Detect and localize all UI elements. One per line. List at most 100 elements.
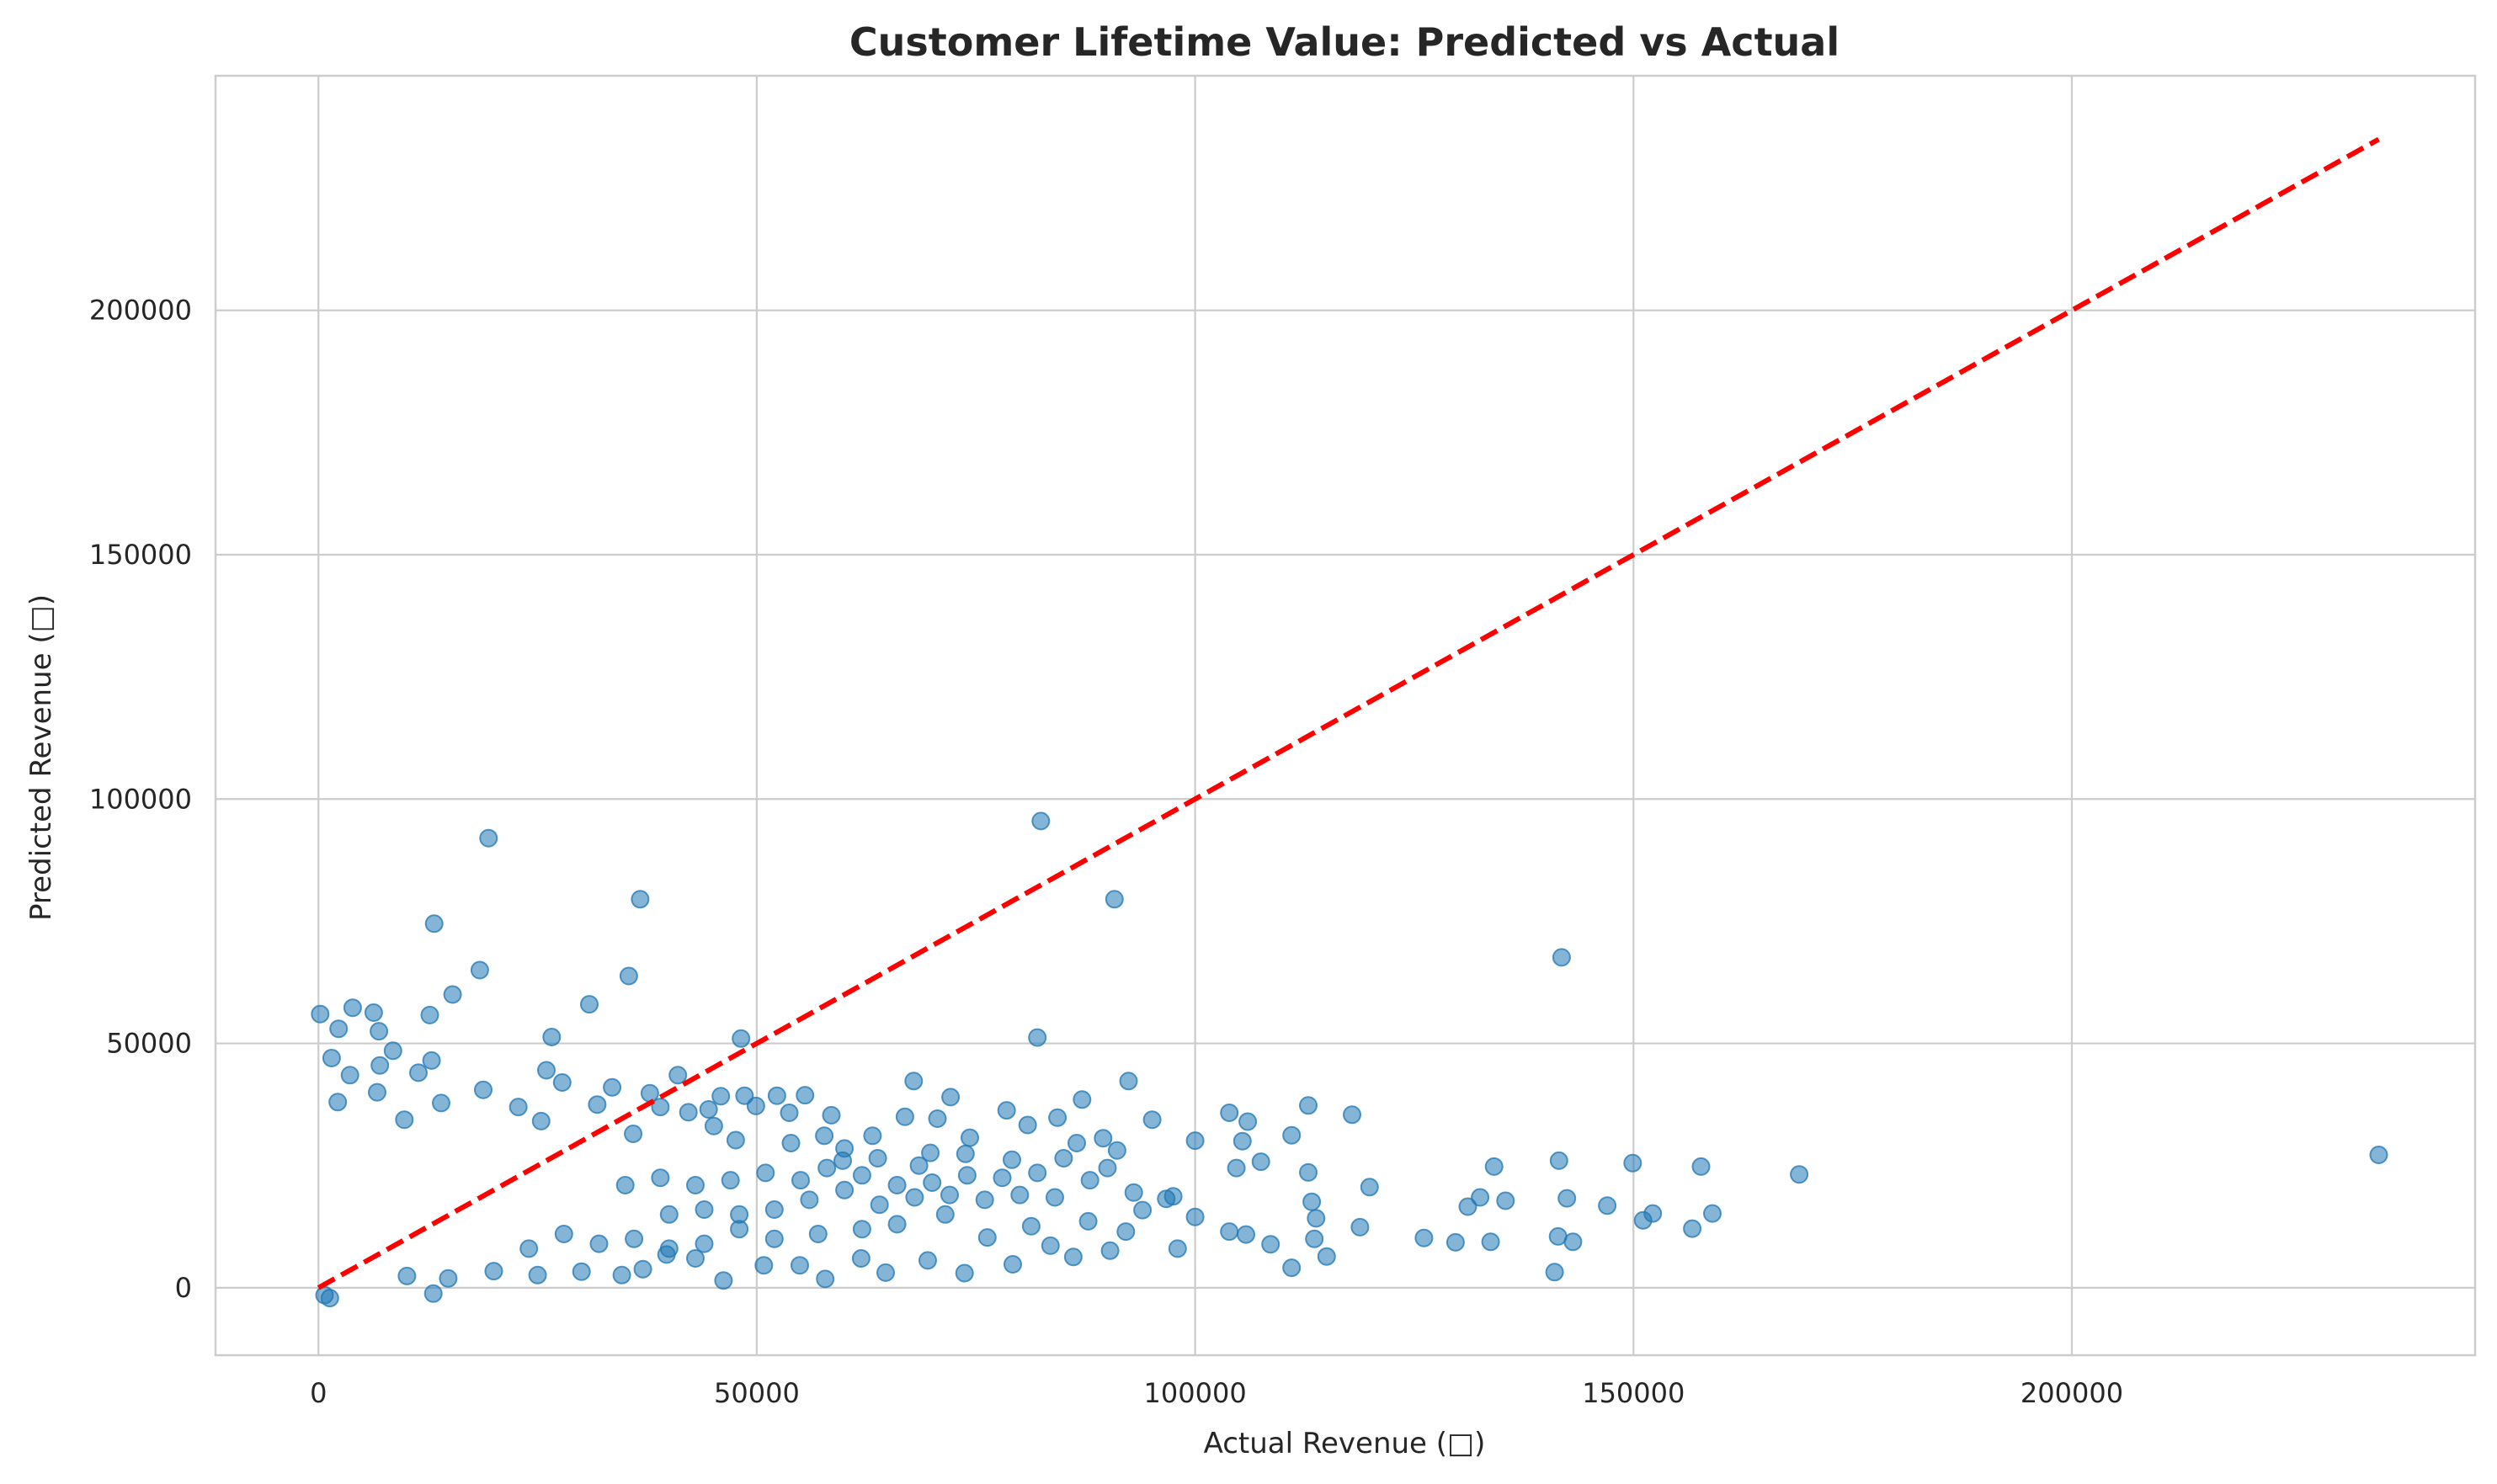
scatter-point <box>993 1168 1012 1188</box>
scatter-point <box>1067 1134 1086 1152</box>
scatter-point <box>796 1086 815 1105</box>
scatter-point <box>619 966 638 986</box>
scatter-point <box>726 1130 745 1150</box>
scatter-point <box>1124 1183 1143 1202</box>
scatter-point <box>868 1149 887 1168</box>
x-tick-label: 150000 <box>1582 1377 1685 1409</box>
scatter-point <box>1220 1222 1239 1242</box>
scatter-point <box>1028 1028 1047 1047</box>
scatter-point <box>659 1205 679 1224</box>
scatter-point <box>1078 1211 1098 1231</box>
scatter-point <box>409 1063 428 1082</box>
scatter-point <box>957 1166 977 1185</box>
scatter-point <box>815 1126 834 1146</box>
chart-title: Customer Lifetime Value: Predicted vs Ac… <box>849 19 1839 65</box>
scatter-point <box>876 1263 895 1282</box>
scatter-point <box>730 1205 749 1224</box>
x-tick-label: 0 <box>310 1377 327 1409</box>
scatter-point <box>1004 1255 1022 1274</box>
scatter-point <box>851 1249 870 1268</box>
scatter-point <box>1046 1188 1064 1207</box>
scatter-point <box>508 1098 528 1117</box>
scatter-point <box>1299 1096 1318 1115</box>
scatter-point <box>537 1061 556 1080</box>
scatter-point <box>322 1049 341 1067</box>
scatter-point <box>420 1005 439 1024</box>
scatter-point <box>651 1098 670 1117</box>
scatter-point <box>1633 1210 1653 1230</box>
scatter-point <box>1031 811 1051 831</box>
scatter-point <box>1317 1247 1336 1266</box>
scatter-point <box>905 1188 924 1207</box>
scatter-point <box>1238 1112 1258 1131</box>
scatter-point <box>1233 1131 1252 1151</box>
scatter-point <box>1142 1110 1162 1130</box>
scatter-point <box>328 1093 348 1112</box>
scatter-point <box>791 1171 810 1190</box>
scatter-point <box>1471 1188 1490 1207</box>
scatter-point <box>997 1101 1016 1120</box>
scatter-point <box>754 1256 774 1275</box>
scatter-point <box>633 1259 652 1279</box>
scatter-point <box>1080 1171 1099 1190</box>
scatter-point <box>1041 1236 1060 1255</box>
scatter-point <box>1496 1191 1515 1210</box>
reference-line <box>317 136 2380 1290</box>
x-tick-label: 50000 <box>714 1377 800 1409</box>
scatter-point <box>479 828 498 848</box>
scatter-point <box>1414 1228 1434 1247</box>
scatter-point <box>1168 1239 1187 1258</box>
scatter-point <box>935 1205 955 1224</box>
scatter-point <box>686 1249 705 1268</box>
scatter-point <box>1307 1209 1326 1228</box>
scatter-point <box>918 1251 937 1270</box>
scatter-point <box>320 1289 339 1308</box>
scatter-point <box>580 995 599 1014</box>
scatter-point <box>909 1156 929 1175</box>
scatter-point <box>1107 1141 1126 1160</box>
scatter-point <box>1261 1235 1280 1254</box>
scatter-point <box>631 890 650 909</box>
scatter-point <box>1010 1185 1030 1205</box>
scatter-point <box>528 1265 547 1285</box>
scatter-point <box>1073 1090 1092 1109</box>
scatter-point <box>863 1126 882 1146</box>
scatter-point <box>1116 1222 1136 1242</box>
scatter-point <box>1557 1189 1577 1208</box>
x-axis-label: Actual Revenue (□) <box>1204 1427 1486 1460</box>
scatter-point <box>432 1093 450 1113</box>
scatter-point <box>1227 1158 1246 1178</box>
scatter-point <box>424 914 444 933</box>
scatter-point <box>470 960 489 980</box>
scatter-point <box>870 1195 889 1215</box>
scatter-point <box>624 1125 643 1143</box>
scatter-points <box>311 811 2388 1308</box>
scatter-point <box>1185 1207 1205 1226</box>
scatter-point <box>370 1056 390 1075</box>
scatter-point <box>1545 1263 1564 1282</box>
scatter-point <box>928 1109 947 1128</box>
scatter-point <box>1598 1196 1617 1215</box>
scatter-point <box>1163 1187 1183 1206</box>
scatter-point <box>552 1073 572 1092</box>
y-tick-label: 150000 <box>89 539 192 571</box>
scatter-point <box>808 1225 828 1243</box>
scatter-point <box>711 1087 731 1106</box>
scatter-point <box>1100 1241 1120 1260</box>
scatter-point <box>1021 1216 1041 1236</box>
y-tick-label: 0 <box>175 1272 192 1304</box>
y-axis-label: Predicted Revenue (□) <box>24 594 58 921</box>
scatter-point <box>961 1128 979 1147</box>
scatter-point <box>1549 1151 1568 1170</box>
scatter-point <box>1028 1163 1047 1183</box>
scatter-point <box>887 1176 907 1194</box>
scatter-point <box>572 1262 591 1281</box>
scatter-point <box>764 1200 784 1219</box>
scatter-point <box>612 1265 631 1285</box>
y-tick-label: 200000 <box>89 295 192 327</box>
scatter-point <box>1299 1162 1318 1182</box>
scatter-point <box>956 1144 975 1163</box>
scatter-point <box>423 1284 443 1303</box>
scatter-point <box>1251 1152 1270 1172</box>
scatter-point <box>311 1004 330 1024</box>
